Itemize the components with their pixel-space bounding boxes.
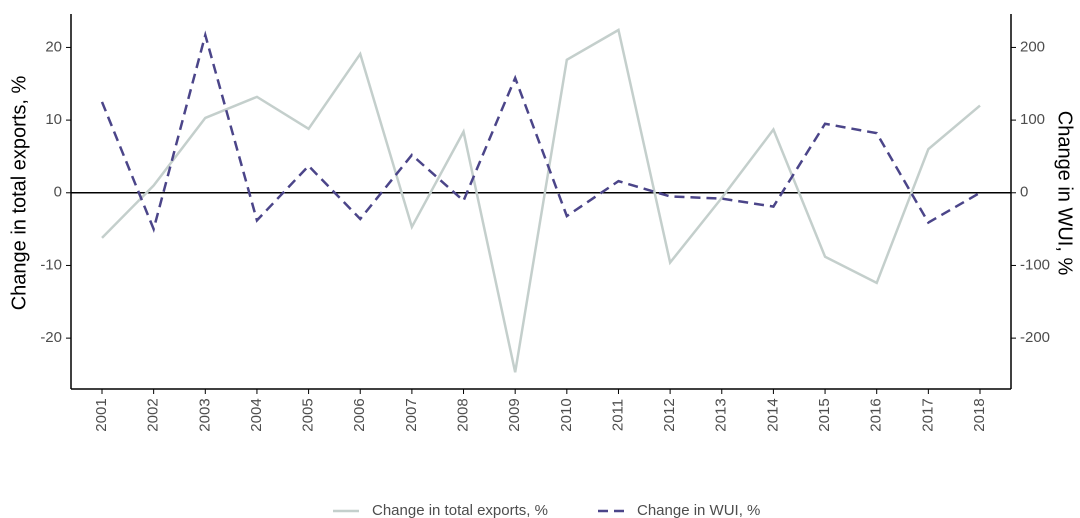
- x-tick-label: 2015: [816, 398, 833, 431]
- x-tick-label: 2018: [971, 398, 988, 431]
- x-tick-label: 2013: [713, 398, 730, 431]
- y-tick-label: 20: [45, 38, 62, 55]
- series-line: [101, 28, 981, 373]
- y2-tick-label: 100: [1020, 111, 1045, 128]
- x-tick-label: 2008: [454, 398, 471, 431]
- y2-axis-title: Change in WUI, %: [1054, 111, 1076, 276]
- y-axis-title: Change in total exports, %: [8, 76, 30, 311]
- x-tick-label: 2007: [403, 398, 420, 431]
- x-tick-label: 2016: [868, 398, 885, 431]
- y2-tick-label: -100: [1020, 256, 1050, 273]
- y-tick-label: -10: [40, 256, 62, 273]
- x-tick-label: 2009: [506, 398, 523, 431]
- legend-label: Change in WUI, %: [637, 502, 760, 518]
- x-tick-label: 2001: [93, 398, 110, 431]
- x-tick-label: 2003: [196, 398, 213, 431]
- x-tick-label: 2012: [661, 398, 678, 431]
- x-tick-label: 2005: [300, 398, 317, 431]
- x-tick-label: 2011: [609, 399, 626, 431]
- x-tick-label: 2004: [248, 398, 265, 431]
- x-tick-label: 2002: [145, 398, 162, 431]
- y-tick-label: -20: [40, 329, 62, 346]
- x-tick-label: 2010: [558, 398, 575, 431]
- series-line: [100, 30, 981, 234]
- x-tick-label: 2006: [351, 398, 368, 431]
- x-tick-label: 2014: [764, 398, 781, 431]
- y2-tick-label: 200: [1020, 38, 1045, 55]
- y2-tick-label: -200: [1020, 329, 1050, 346]
- legend-label: Change in total exports, %: [372, 502, 548, 518]
- y-tick-label: 10: [45, 111, 62, 128]
- x-tick-label: 2017: [919, 398, 936, 431]
- y2-tick-label: 0: [1020, 184, 1028, 201]
- y-tick-label: 0: [54, 184, 62, 201]
